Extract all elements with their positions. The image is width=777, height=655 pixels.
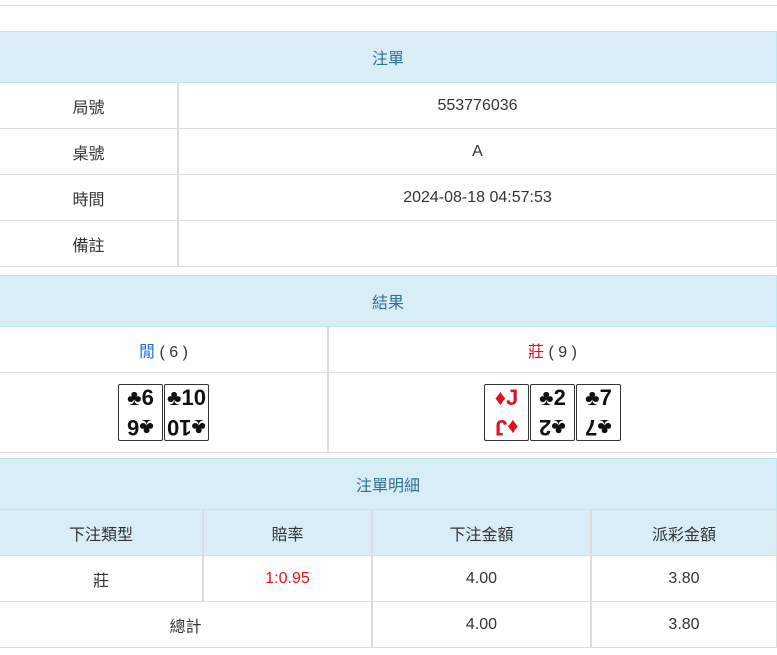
top-divider bbox=[0, 5, 777, 6]
playing-card: ♦J ♦J bbox=[484, 384, 529, 441]
table-row: 莊 1:0.95 4.00 3.80 bbox=[0, 555, 777, 602]
banker-label: 莊 bbox=[528, 343, 545, 361]
total-amount: 4.00 bbox=[371, 601, 592, 648]
total-row: 總計 4.00 3.80 bbox=[0, 601, 777, 648]
time-value: 2024-08-18 04:57:53 bbox=[177, 174, 777, 221]
bet-amount: 4.00 bbox=[371, 555, 592, 602]
playing-card: ♣7 ♣7 bbox=[576, 384, 621, 441]
player-cards: ♣6 ♣6 ♣10 ♣10 bbox=[118, 384, 209, 441]
card-face-bottom: ♣6 bbox=[127, 415, 154, 440]
playing-card: ♣10 ♣10 bbox=[164, 384, 209, 441]
payout: 3.80 bbox=[590, 555, 777, 602]
remark-value bbox=[177, 220, 777, 267]
card-face-top: ♣10 bbox=[167, 385, 206, 410]
col-odds: 賠率 bbox=[202, 509, 373, 556]
player-score: ( 6 ) bbox=[159, 343, 188, 361]
remark-label: 備註 bbox=[0, 220, 179, 267]
card-face-bottom: ♣7 bbox=[585, 415, 612, 440]
table-label: 桌號 bbox=[0, 128, 179, 175]
col-payout: 派彩金額 bbox=[590, 509, 777, 556]
card-face-bottom: ♦J bbox=[494, 415, 519, 440]
card-face-top: ♣7 bbox=[585, 385, 612, 410]
banker-score: ( 9 ) bbox=[548, 343, 577, 361]
table-value: A bbox=[177, 128, 777, 175]
odds: 1:0.95 bbox=[202, 555, 373, 602]
total-payout: 3.80 bbox=[590, 601, 777, 648]
banker-header: 莊 ( 9 ) bbox=[327, 326, 777, 373]
card-face-top: ♦J bbox=[494, 385, 519, 410]
card-face-top: ♣6 bbox=[127, 385, 154, 410]
round-label: 局號 bbox=[0, 82, 179, 129]
col-bet-type: 下注類型 bbox=[0, 509, 204, 556]
order-table: 注單 局號 553776036 桌號 A 時間 2024-08-18 04:57:53… bbox=[0, 31, 777, 267]
player-header: 閒 ( 6 ) bbox=[0, 326, 329, 373]
card-face-bottom: ♣10 bbox=[167, 415, 206, 440]
playing-card: ♣6 ♣6 bbox=[118, 384, 163, 441]
card-face-top: ♣2 bbox=[539, 385, 566, 410]
detail-title: 注單明細 bbox=[0, 458, 777, 510]
result-table: 結果 閒 ( 6 ) 莊 ( 9 ) ♣6 ♣6 ♣10 ♣10 ♦J ♦J ♣2 ♣2 ♣7… bbox=[0, 275, 777, 453]
bet-type: 莊 bbox=[0, 555, 204, 602]
detail-table: 注單明細 下注類型 賠率 下注金額 派彩金額 莊 1:0.95 4.00 3.80 總計 4.… bbox=[0, 458, 777, 648]
banker-cards: ♦J ♦J ♣2 ♣2 ♣7 ♣7 bbox=[484, 384, 621, 441]
total-label: 總計 bbox=[0, 601, 373, 648]
col-bet-amount: 下注金額 bbox=[371, 509, 592, 556]
player-label: 閒 bbox=[139, 343, 156, 361]
card-face-bottom: ♣2 bbox=[539, 415, 566, 440]
time-label: 時間 bbox=[0, 174, 179, 221]
order-title: 注單 bbox=[0, 31, 777, 83]
result-title: 結果 bbox=[0, 275, 777, 327]
playing-card: ♣2 ♣2 bbox=[530, 384, 575, 441]
round-value: 553776036 bbox=[177, 82, 777, 129]
